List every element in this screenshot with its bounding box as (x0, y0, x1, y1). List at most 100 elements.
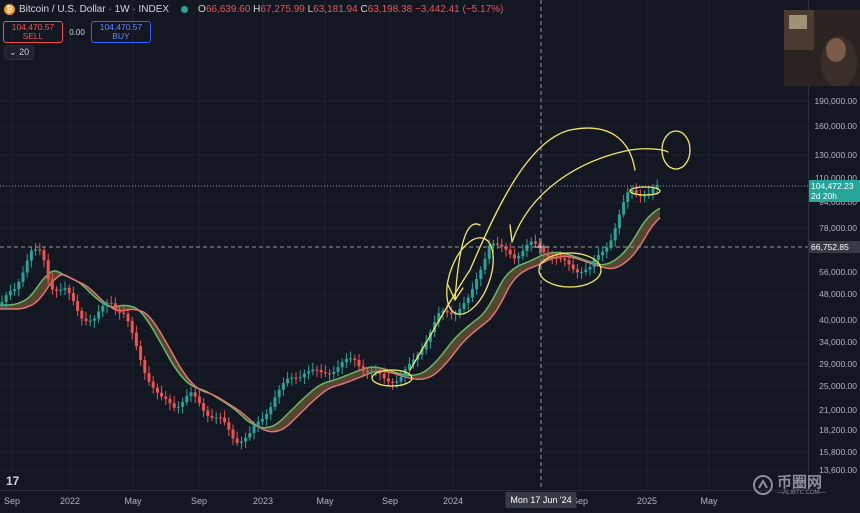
price-axis-label: 40,000.00 (819, 315, 857, 325)
candle (147, 373, 151, 382)
candle (185, 396, 189, 403)
candle (395, 381, 399, 383)
price-axis-label: 34,000.00 (819, 337, 857, 347)
spread-value: 0.00 (69, 27, 85, 37)
candle (244, 437, 248, 442)
candle (239, 441, 243, 443)
watermark: 币圈网 —ALIBTC.COM— (752, 474, 826, 496)
symbol-title[interactable]: Bitcoin / U.S. Dollar · 1W · INDEX (19, 4, 170, 15)
candle (370, 371, 374, 373)
candle (122, 312, 126, 314)
time-axis-label: Sep (190, 496, 208, 506)
candle (307, 371, 311, 374)
candle (382, 373, 386, 379)
candle (445, 310, 449, 313)
time-axis-label: May (124, 496, 142, 506)
candle (139, 346, 143, 361)
candle (386, 378, 390, 382)
annotation-arrow-head (447, 284, 464, 301)
market-status-icon (181, 6, 189, 13)
tradingview-logo[interactable]: 17 (6, 474, 20, 488)
price-axis-label: 78,000.00 (819, 223, 857, 233)
candle (328, 373, 332, 375)
annotation-drawings (371, 127, 691, 387)
sell-button[interactable]: 104,470.57 SELL (3, 21, 63, 43)
time-axis-label: Sep (3, 496, 21, 506)
candle (538, 243, 542, 249)
candle (588, 267, 592, 270)
candle (554, 258, 558, 260)
candle (176, 406, 180, 408)
time-axis-label: 2023 (252, 496, 274, 506)
price-axis-label: 190,000.00 (814, 96, 857, 106)
time-axis-label: May (700, 496, 718, 506)
candle (449, 312, 453, 315)
candle (84, 318, 88, 321)
candle (172, 403, 176, 408)
annotation-circle-top (629, 186, 661, 196)
candle (475, 278, 479, 290)
candle (584, 269, 588, 272)
candlestick-chart[interactable] (0, 0, 808, 490)
candle (365, 370, 369, 373)
chart-plot-area[interactable]: ₿ Bitcoin / U.S. Dollar · 1W · INDEX O66… (0, 0, 808, 490)
grid-lines (0, 0, 808, 490)
candle (55, 289, 59, 291)
candle (17, 281, 21, 290)
candle (227, 422, 231, 430)
candle (231, 429, 235, 439)
candle (105, 302, 109, 306)
candle (126, 313, 130, 322)
candle (441, 310, 445, 314)
candle (290, 377, 294, 379)
candle (223, 417, 227, 423)
annotation-circle-range (538, 252, 602, 288)
annotation-circle-target (661, 130, 691, 170)
price-axis-label: 48,000.00 (819, 289, 857, 299)
candle (428, 332, 432, 342)
candle (344, 358, 348, 363)
candle (613, 228, 617, 241)
candle (181, 402, 185, 407)
candle (281, 383, 285, 390)
candle (109, 302, 113, 304)
candle (67, 287, 71, 294)
candle (134, 332, 138, 347)
chart-header: ₿ Bitcoin / U.S. Dollar · 1W · INDEX O66… (4, 4, 503, 15)
webcam-overlay (784, 10, 860, 86)
candle (319, 370, 323, 373)
candle (332, 371, 336, 374)
candle (13, 289, 17, 291)
candle (50, 279, 54, 290)
time-axis[interactable]: Sep 2022 May Sep 2023 May Sep 2024 Sep 2025 May Mo… (0, 490, 808, 513)
candle (160, 392, 164, 397)
price-axis-label: 130,000.00 (814, 150, 857, 160)
candle (403, 369, 407, 378)
buy-button[interactable]: 104,470.57 BUY (91, 21, 151, 43)
candle (143, 360, 147, 374)
candle (533, 241, 537, 244)
trade-buttons: 104,470.57 SELL 0.00 104,470.57 BUY (3, 21, 151, 43)
ema-ribbon (0, 207, 661, 433)
candle (34, 249, 38, 251)
candle (269, 407, 273, 415)
candle (407, 363, 411, 370)
candle (462, 302, 466, 310)
ohlc-values: O66,639.60 H67,275.99 L63,181.94 C63,198… (198, 4, 504, 15)
indicator-legend[interactable]: ⌄ 20 (4, 45, 35, 60)
candle (206, 410, 210, 416)
candle (517, 256, 521, 259)
annotation-circle-2023 (371, 369, 413, 387)
price-axis-label: 110,000.00 (815, 173, 857, 183)
candle (189, 392, 193, 397)
candle (470, 289, 474, 298)
annotation-arc-tick (509, 224, 513, 243)
candle (349, 358, 353, 360)
candle (97, 311, 101, 319)
candle (42, 250, 46, 261)
candle (542, 248, 546, 253)
candle (277, 389, 281, 398)
candle (508, 249, 512, 255)
candle (155, 387, 159, 393)
candle (92, 318, 96, 321)
